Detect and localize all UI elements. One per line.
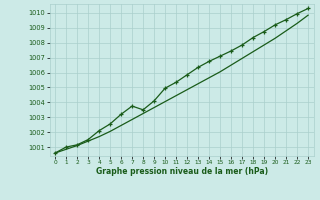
X-axis label: Graphe pression niveau de la mer (hPa): Graphe pression niveau de la mer (hPa) (96, 167, 268, 176)
